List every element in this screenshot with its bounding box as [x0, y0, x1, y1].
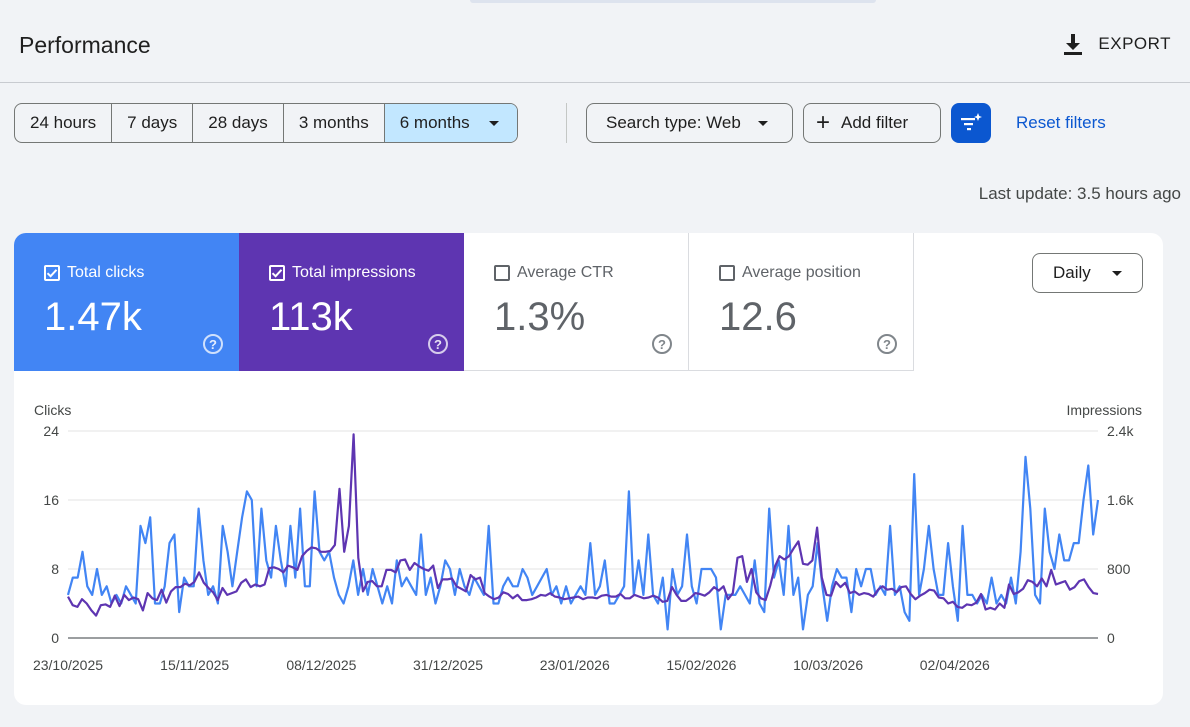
metric-label: Total clicks	[67, 264, 145, 281]
metric-value: 113k	[269, 295, 353, 339]
dropdown-arrow-icon	[1111, 270, 1122, 276]
sparkle-filter-icon	[961, 113, 982, 131]
filter-suggestions-button[interactable]	[951, 103, 991, 143]
date-range-3-months[interactable]: 3 months	[284, 104, 385, 142]
granularity-label: Daily	[1053, 263, 1091, 282]
date-range-7-days[interactable]: 7 days	[112, 104, 194, 142]
chart-gridlines	[68, 430, 1098, 639]
export-button[interactable]: EXPORT	[1062, 32, 1171, 56]
metric-value: 12.6	[719, 295, 797, 339]
help-icon[interactable]: ?	[877, 334, 897, 354]
add-filter-label: Add filter	[841, 113, 909, 132]
help-icon[interactable]: ?	[203, 334, 223, 354]
metric-label: Average CTR	[517, 264, 614, 281]
dropdown-arrow-icon	[488, 120, 499, 126]
performance-card: Total clicks 1.47k ? Total impressions 1…	[14, 233, 1163, 705]
date-range-selector: 24 hours 7 days 28 days 3 months 6 month…	[14, 103, 518, 143]
x-axis-tick: 02/04/2026	[920, 657, 990, 673]
metric-label: Average position	[742, 264, 861, 281]
right-axis-tick: 1.6k	[1107, 492, 1134, 508]
metric-total-impressions[interactable]: Total impressions 113k ?	[239, 233, 464, 371]
right-axis-tick: 800	[1107, 561, 1131, 577]
right-axis-tick: 2.4k	[1107, 423, 1134, 439]
page-title: Performance	[19, 32, 151, 58]
toolbar-divider	[566, 103, 567, 143]
add-filter-button[interactable]: + Add filter	[803, 103, 941, 143]
search-type-dropdown[interactable]: Search type: Web	[586, 103, 793, 143]
checkbox-unchecked-icon[interactable]	[719, 265, 735, 281]
checkbox-checked-icon[interactable]	[44, 265, 60, 281]
last-update-text: Last update: 3.5 hours ago	[978, 184, 1181, 203]
x-axis-tick: 23/10/2025	[33, 657, 103, 673]
right-axis-tick: 0	[1107, 630, 1115, 646]
metric-value: 1.47k	[44, 295, 142, 339]
left-axis-tick: 16	[43, 492, 59, 508]
left-axis-tick: 0	[51, 630, 59, 646]
date-range-6-months[interactable]: 6 months	[384, 104, 517, 142]
top-accent-line	[470, 0, 876, 3]
chart-series	[66, 433, 1100, 631]
download-icon	[1064, 34, 1083, 55]
top-bar: Performance EXPORT	[0, 0, 1190, 83]
export-label: EXPORT	[1098, 34, 1171, 53]
metric-total-clicks[interactable]: Total clicks 1.47k ?	[14, 233, 239, 371]
metric-label: Total impressions	[292, 264, 416, 281]
search-type-label: Search type: Web	[606, 113, 741, 132]
right-axis-label: Impressions	[1067, 402, 1142, 418]
x-axis-tick: 10/03/2026	[793, 657, 863, 673]
help-icon[interactable]: ?	[428, 334, 448, 354]
x-axis-tick: 31/12/2025	[413, 657, 483, 673]
plus-icon: +	[816, 109, 831, 136]
left-axis-tick: 8	[51, 561, 59, 577]
series-line-impressions	[67, 433, 1099, 617]
metric-value: 1.3%	[494, 295, 586, 339]
left-axis-tick: 24	[43, 423, 59, 439]
metric-average-position[interactable]: Average position 12.6 ?	[689, 233, 914, 371]
help-icon[interactable]: ?	[652, 334, 672, 354]
granularity-dropdown[interactable]: Daily	[1032, 253, 1143, 293]
metric-average-ctr[interactable]: Average CTR 1.3% ?	[464, 233, 689, 371]
dropdown-arrow-icon	[757, 120, 768, 126]
date-range-24-hours[interactable]: 24 hours	[15, 104, 113, 142]
checkbox-checked-icon[interactable]	[269, 265, 285, 281]
left-axis-label: Clicks	[34, 402, 71, 418]
series-line-clicks	[66, 455, 1100, 631]
axis-tick-labels: 0 0 8 800 16 1.6k 24 2.4k 23/10/2025 15/11/2025 08…	[33, 423, 1135, 673]
x-axis-tick: 15/02/2026	[666, 657, 736, 673]
date-range-28-days[interactable]: 28 days	[193, 104, 284, 142]
checkbox-unchecked-icon[interactable]	[494, 265, 510, 281]
performance-chart: Clicks Impressions 0 0 8 800 16 1.6k 24 2.4k 23/…	[33, 402, 1142, 673]
reset-filters-link[interactable]: Reset filters	[1016, 113, 1106, 132]
date-range-selected-label: 6 months	[399, 113, 470, 132]
x-axis-tick: 08/12/2025	[286, 657, 356, 673]
x-axis-tick: 23/01/2026	[540, 657, 610, 673]
x-axis-tick: 15/11/2025	[160, 657, 229, 673]
